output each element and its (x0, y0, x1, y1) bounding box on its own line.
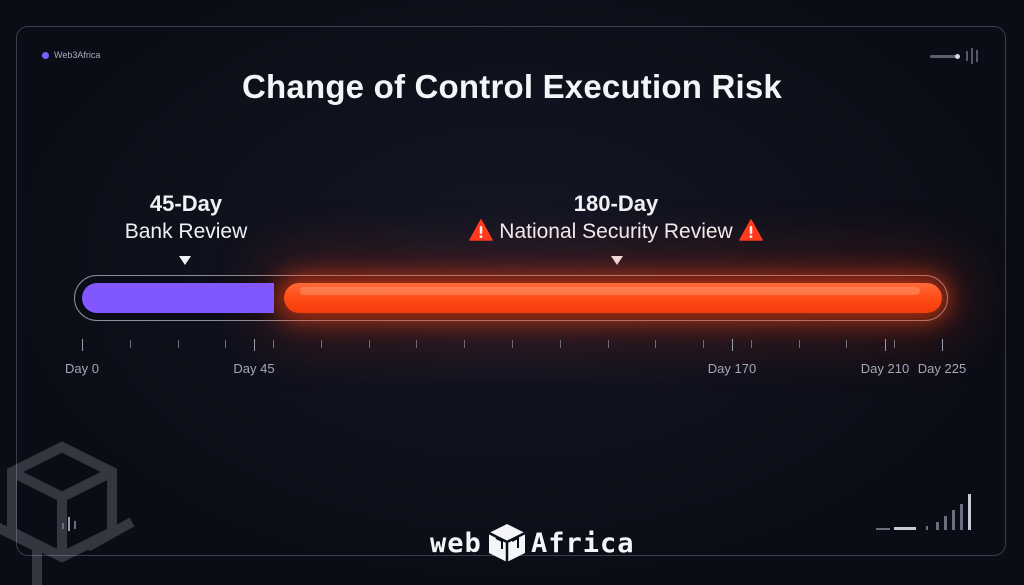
axis-major-tick (942, 339, 943, 351)
axis-minor-tick (369, 340, 370, 348)
decorative-line (930, 55, 958, 58)
axis-minor-tick (178, 340, 179, 348)
axis-minor-tick (846, 340, 847, 348)
timeline-segment-glint (300, 287, 920, 295)
phase-name-national: National Security Review (499, 220, 733, 243)
page-title: Change of Control Execution Risk (242, 68, 782, 105)
axis-tick-label: Day 0 (65, 361, 99, 376)
logo-text-left: web (430, 528, 482, 559)
axis-major-tick (82, 339, 83, 351)
phase-name-row-national: National Security Review (430, 218, 802, 246)
axis-tick-label: Day 225 (917, 361, 967, 376)
axis-minor-tick (560, 340, 561, 348)
warning-triangle-icon (469, 219, 494, 241)
phase-days-national: 180-Day (573, 191, 659, 216)
timeline-segment-national (284, 283, 942, 313)
axis-tick-label: Day 45 (233, 361, 275, 376)
logo-text-right: Africa (531, 528, 635, 559)
brand-small-label: Web3Africa (54, 50, 101, 60)
axis-minor-tick (225, 340, 226, 348)
axis-minor-tick (130, 340, 131, 348)
axis-tick-label: Day 170 (707, 361, 757, 376)
cube-pattern-icon (0, 441, 135, 585)
axis-minor-tick (416, 340, 417, 348)
phase-days-bank: 45-Day (149, 191, 223, 216)
axis-minor-tick (608, 340, 609, 348)
axis-major-tick (732, 339, 733, 351)
axis-minor-tick (799, 340, 800, 348)
axis-minor-tick (464, 340, 465, 348)
axis-minor-tick (273, 340, 274, 348)
axis-minor-tick (655, 340, 656, 348)
axis-minor-tick (703, 340, 704, 348)
axis-major-tick (885, 339, 886, 351)
timeline-segment-bank (82, 283, 274, 313)
phase-label-national: 180-Day National Security Review (430, 190, 802, 246)
axis-minor-tick (512, 340, 513, 348)
phase-name-bank: Bank Review (124, 220, 248, 243)
axis-minor-tick (321, 340, 322, 348)
brand-dot-icon (42, 52, 49, 59)
axis-tick-label: Day 210 (860, 361, 910, 376)
down-triangle-icon (611, 256, 623, 265)
cube-logo-icon (488, 524, 526, 562)
decorative-dot-icon (955, 54, 960, 59)
axis-minor-tick (894, 340, 895, 348)
footer-logo: web Africa (410, 516, 634, 568)
down-triangle-icon (179, 256, 191, 265)
axis-minor-tick (751, 340, 752, 348)
phase-label-bank: 45-Day Bank Review (106, 190, 266, 246)
axis-major-tick (254, 339, 255, 351)
warning-triangle-icon (738, 219, 763, 241)
